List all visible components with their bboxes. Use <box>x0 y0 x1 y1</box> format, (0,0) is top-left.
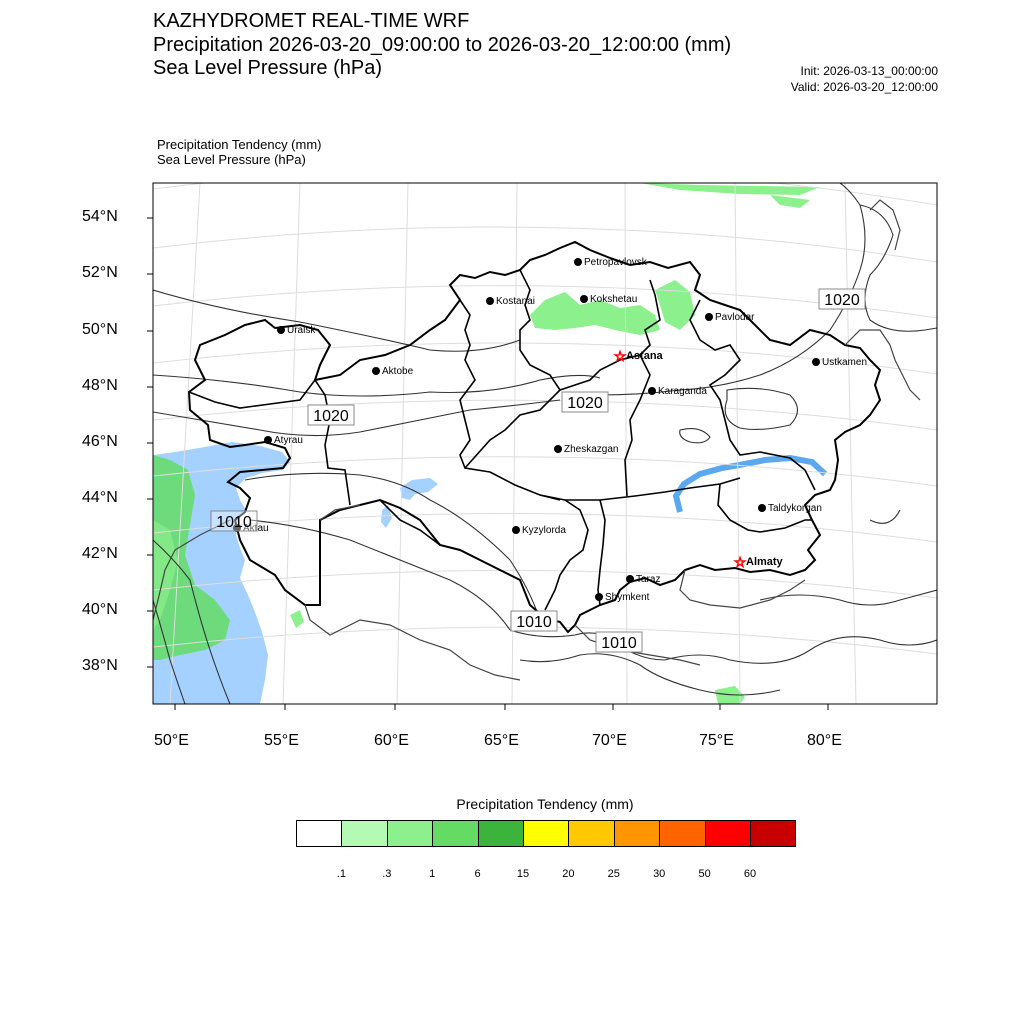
city-dot-taldykorgan <box>758 504 766 512</box>
city-dot-karaganda <box>648 387 656 395</box>
colorbar-box <box>432 820 479 847</box>
colorbar-box <box>750 820 797 847</box>
colorbar-level-label: 20 <box>562 868 575 880</box>
colorbar-box <box>704 820 751 847</box>
lat-label: 54°N <box>82 208 118 225</box>
valid-time: Valid: 2026-03-20_12:00:00 <box>790 80 938 94</box>
city-dot-kokshetau <box>580 295 588 303</box>
lon-label: 75°E <box>699 732 734 749</box>
colorbar-level-label: 6 <box>474 868 481 880</box>
isobar-label: 1010 <box>516 614 552 631</box>
city-dot-aktobe <box>372 367 380 375</box>
lon-label: 65°E <box>484 732 519 749</box>
city-dot-atyrau <box>264 436 272 444</box>
city-label-shymkent: Shymkent <box>605 592 650 603</box>
city-dot-aktau <box>233 524 241 532</box>
city-dot-uralsk <box>277 326 285 334</box>
lat-label: 42°N <box>82 545 118 562</box>
colorbar-box <box>523 820 570 847</box>
colorbar-level-label: 1 <box>429 868 436 880</box>
city-dot-petropavlovsk <box>574 258 582 266</box>
graticule <box>153 183 937 704</box>
isobar-label: 1020 <box>567 395 603 412</box>
city-dot-kyzylorda <box>512 526 520 534</box>
colorbar-box <box>477 820 524 847</box>
colorbar-level-label: 30 <box>653 868 666 880</box>
colorbar-level-label: 60 <box>743 868 757 880</box>
isobars <box>153 183 937 704</box>
colorbar-level-label: .1 <box>336 868 346 880</box>
isobar-label: 1020 <box>824 292 860 309</box>
colorbar-level-label: 25 <box>607 868 620 880</box>
colorbar-box <box>341 820 388 847</box>
colorbar-box <box>659 820 706 847</box>
colorbar-level-label: 15 <box>516 868 530 880</box>
title-line-2: Precipitation 2026-03-20_09:00:00 to 202… <box>153 34 732 56</box>
kazakhstan-border <box>187 240 882 634</box>
city-label-aktau: Aktau <box>243 523 269 534</box>
precip-north-2 <box>655 280 695 330</box>
isobar-labels: 1020 1020 1020 1010 1010 1010 <box>210 288 866 653</box>
lat-label: 38°N <box>82 657 118 674</box>
colorbar-box <box>386 820 434 847</box>
colorbar-box <box>568 820 615 847</box>
city-label-atyrau: Atyrau <box>274 435 303 446</box>
precip-top <box>640 183 820 208</box>
colorbar-box <box>296 820 343 847</box>
city-label-kyzylorda: Kyzylorda <box>522 525 566 536</box>
city-dot-pavlodar <box>705 313 713 321</box>
init-time: Init: 2026-03-13_00:00:00 <box>800 64 938 78</box>
city-dot-kostanai <box>486 297 494 305</box>
isobar-label: 1010 <box>601 635 637 652</box>
city-markers: Petropavlovsk Kostanai Kokshetau Pavloda… <box>233 257 867 603</box>
city-label-taldykorgan: Taldykorgan <box>768 503 822 514</box>
aral-sea <box>381 478 438 528</box>
lat-label: 44°N <box>82 489 118 506</box>
lon-label: 80°E <box>807 732 842 749</box>
lat-label: 46°N <box>82 433 118 450</box>
colorbar-box <box>613 820 661 847</box>
isobar-label: 1020 <box>313 408 349 425</box>
precip-west-light <box>153 520 178 630</box>
lat-label: 50°N <box>82 321 118 338</box>
city-dot-zheskazgan <box>554 445 562 453</box>
tick-marks <box>147 217 829 710</box>
colorbar-title: Precipitation Tendency (mm) <box>456 796 634 812</box>
capital-star-icon: ☆ <box>614 348 627 364</box>
city-label-petropavlovsk: Petropavlovsk <box>584 257 648 268</box>
precip-west <box>153 455 230 660</box>
lon-label: 60°E <box>374 732 409 749</box>
city-label-zheskazgan: Zheskazgan <box>564 444 618 455</box>
city-label-ustkamen: Ustkamen <box>822 357 867 368</box>
precip-north <box>530 292 660 335</box>
city-label-karaganda: Karaganda <box>658 386 707 397</box>
city-label-almaty: Almaty <box>746 556 784 568</box>
city-label-taraz: Taraz <box>636 574 660 585</box>
map-body <box>153 183 937 704</box>
lon-label: 70°E <box>592 732 627 749</box>
title-line-1: KAZHYDROMET REAL-TIME WRF <box>153 10 470 32</box>
city-label-kokshetau: Kokshetau <box>590 294 637 305</box>
lat-label: 52°N <box>82 264 118 281</box>
lon-label: 50°E <box>154 732 189 749</box>
lon-label: 55°E <box>264 732 299 749</box>
city-dot-shymkent <box>595 593 603 601</box>
subtitle-precip: Precipitation Tendency (mm) <box>157 137 322 152</box>
title-line-3: Sea Level Pressure (hPa) <box>153 57 383 79</box>
colorbar-level-label: 50 <box>698 868 711 880</box>
city-label-astana: Astana <box>626 350 664 362</box>
city-dot-ustkamen <box>812 358 820 366</box>
colorbar-level-label: .3 <box>382 868 392 880</box>
city-label-uralsk: Uralsk <box>287 325 316 336</box>
lat-label: 48°N <box>82 377 118 394</box>
city-label-kostanai: Kostanai <box>496 296 535 307</box>
isobar-label: 1010 <box>216 514 252 531</box>
city-label-aktobe: Aktobe <box>382 366 414 377</box>
city-label-pavlodar: Pavlodar <box>715 312 755 323</box>
subtitle-slp: Sea Level Pressure (hPa) <box>157 152 306 167</box>
lat-label: 40°N <box>82 601 118 618</box>
capital-star-icon: ☆ <box>734 554 747 570</box>
city-dot-taraz <box>626 575 634 583</box>
